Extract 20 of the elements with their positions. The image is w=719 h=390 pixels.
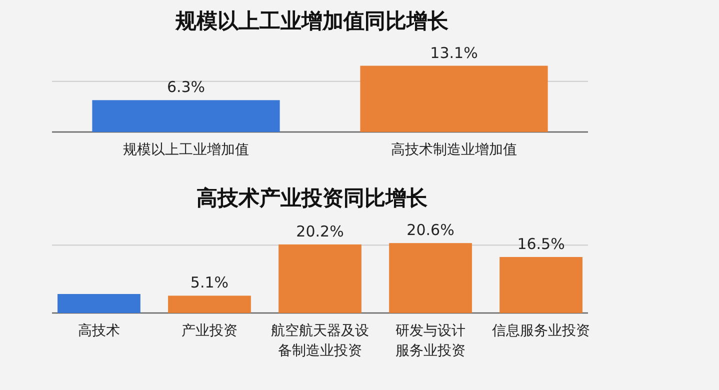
bar [500, 256, 582, 313]
bar [389, 243, 472, 313]
chart-title: 规模以上工业增加值同比增长 [174, 9, 450, 33]
data-label: 16.5% [517, 234, 565, 253]
x-tick-label: 高技术 [78, 323, 120, 339]
data-label: 13.1% [430, 44, 478, 62]
chart-title: 高技术产业投资同比增长 [196, 186, 428, 210]
x-tick-label: 高技术制造业增加值 [391, 142, 517, 158]
x-tick-label: 信息服务业投资 [492, 323, 590, 339]
x-tick-label: 航空航天器及设备制造业投资 [271, 323, 369, 359]
data-label: 6.3% [166, 78, 206, 96]
bar [58, 294, 140, 313]
bar [168, 296, 251, 313]
data-label: 20.6% [406, 221, 454, 240]
data-label: 20.2% [296, 222, 344, 240]
x-tick-label: 规模以上工业增加值 [123, 142, 249, 158]
x-tick-label: 研发与设计服务业投资 [396, 323, 466, 359]
bar [278, 244, 362, 313]
data-label: 5.1% [190, 274, 229, 292]
x-tick-label: 产业投资 [181, 323, 238, 339]
